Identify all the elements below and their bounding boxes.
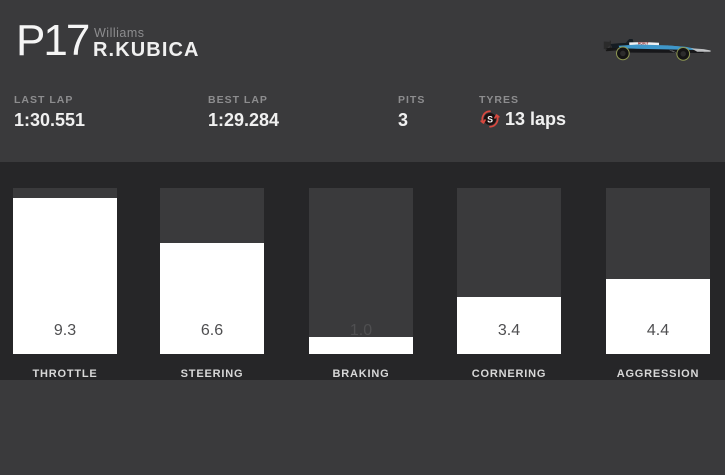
svg-text:ROKiT: ROKiT [638, 41, 649, 45]
svg-text:S: S [487, 114, 493, 124]
